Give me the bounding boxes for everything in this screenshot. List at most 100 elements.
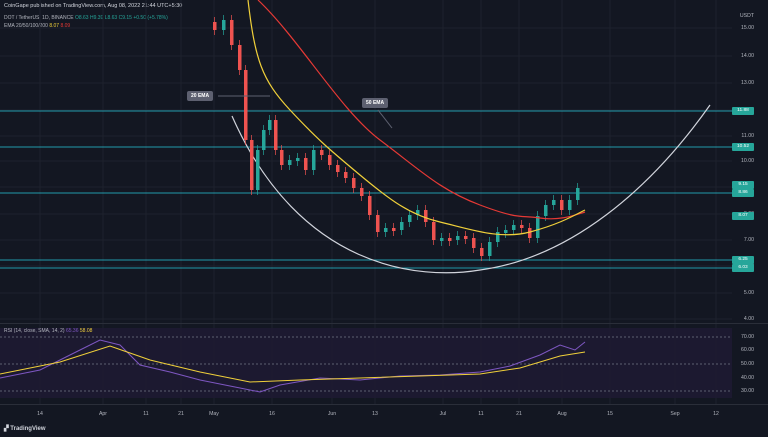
level-tag: 6.25	[732, 256, 754, 264]
time-tick: 16	[269, 411, 275, 417]
time-tick: Jul	[439, 411, 447, 417]
candle-body	[480, 248, 484, 256]
tradingview-icon: ▞	[4, 426, 9, 432]
candle-body	[304, 158, 308, 170]
level-tag: 6.03	[732, 264, 754, 272]
time-tick: Apr	[98, 411, 108, 417]
time-tick: Aug	[557, 411, 567, 417]
time-tick: Jun	[327, 411, 337, 417]
time-tick: 11	[143, 411, 149, 417]
price-tick: 10.00	[741, 158, 754, 164]
candle-body	[568, 200, 572, 210]
candle-body	[344, 172, 348, 178]
tradingview-label: TradingView	[10, 426, 46, 432]
time-tick: 14	[37, 411, 43, 417]
candle-body	[400, 222, 404, 230]
candle-body	[328, 155, 332, 165]
rsi-ma-value: 58.08	[79, 328, 93, 334]
price-tick: 5.00	[743, 290, 754, 296]
level-tag: 8.07	[732, 212, 754, 220]
candle-body	[440, 238, 444, 241]
horizontal-levels	[0, 110, 732, 269]
candle-body	[464, 236, 468, 239]
ema50-annotation[interactable]: 50 EMA	[362, 98, 389, 108]
candle-body	[376, 215, 380, 232]
candle-body	[288, 160, 292, 165]
tradingview-logo[interactable]: ▞ TradingView	[4, 425, 46, 432]
candle-body	[456, 236, 460, 240]
level-tag: 10.52	[732, 143, 754, 151]
candle-body	[448, 238, 452, 241]
rsi-tick: 50.00	[741, 361, 754, 367]
candle-body	[274, 120, 278, 150]
candle-body	[408, 215, 412, 222]
price-tick: 13.00	[741, 80, 754, 86]
time-tick: 21	[178, 411, 184, 417]
candle-body	[262, 130, 266, 150]
rsi-legend-label: RSI (14, close, SMA, 14, 2)	[4, 328, 65, 334]
candle-body	[256, 150, 260, 190]
candle-body	[368, 196, 372, 215]
ohlc-values: O8.63 H9.39 L8.63 C9.15 +0.50 (+5.78%)	[74, 15, 168, 21]
candle-body	[536, 216, 540, 238]
candle-body	[504, 230, 508, 233]
time-tick: 11	[478, 411, 484, 417]
candle-body	[268, 120, 272, 130]
ema20-line	[247, 0, 586, 236]
price-tick: 11.00	[741, 133, 754, 139]
ema50-line	[257, 0, 586, 220]
price-unit: USDT	[739, 13, 754, 19]
rsi-background	[0, 328, 732, 398]
ema-value-2: 8.09	[60, 23, 71, 29]
publish-info: CoinGape published on TradingView.com, A…	[4, 3, 183, 9]
time-tick: Sep	[670, 411, 680, 417]
level-tag: 8.86	[732, 189, 754, 197]
candle-body	[312, 150, 316, 170]
candle-body	[230, 20, 234, 45]
rsi-ma-line	[0, 345, 586, 383]
level-tag: 9.15	[732, 181, 754, 189]
time-tick: 15	[607, 411, 613, 417]
symbol-legend[interactable]: DOT / TetherUS, 1D, BINANCE O8.63 H9.39 …	[4, 15, 168, 21]
candle-body	[424, 210, 428, 222]
candle-body	[496, 232, 500, 242]
time-tick: May	[209, 411, 219, 417]
candle-body	[280, 150, 284, 165]
candle-body	[520, 225, 524, 228]
rsi-tick: 60.00	[741, 347, 754, 353]
candle-body	[392, 228, 396, 231]
price-tick: 4.00	[743, 316, 754, 322]
time-axis-divider	[0, 404, 768, 405]
rsi-tick: 30.00	[741, 388, 754, 394]
ema-legend[interactable]: EMA 20/50/100/200 8.07 8.09	[4, 23, 70, 29]
candle-body	[250, 140, 254, 190]
candle-body	[528, 228, 532, 238]
candle-body	[360, 188, 364, 196]
symbol-label: DOT / TetherUS, 1D, BINANCE	[4, 15, 74, 21]
candle-body	[238, 45, 242, 70]
candle-body	[576, 188, 580, 200]
time-tick: 21	[516, 411, 522, 417]
ema20-annotation[interactable]: 20 EMA	[187, 91, 214, 101]
candle-body	[222, 20, 226, 30]
price-tick: 7.00	[743, 237, 754, 243]
candle-body	[552, 200, 556, 205]
rsi-tick: 40.00	[741, 375, 754, 381]
rsi-line	[0, 339, 586, 393]
candle-body	[512, 225, 516, 230]
pane-divider[interactable]	[0, 323, 768, 324]
rsi-tick: 70.00	[741, 334, 754, 340]
level-tag: 11.88	[732, 107, 754, 115]
rsi-value: 65.36	[65, 328, 79, 334]
candle-body	[560, 200, 564, 210]
time-tick: 13	[372, 411, 378, 417]
candle-body	[488, 242, 492, 256]
time-tick: 12	[713, 411, 719, 417]
ema-value-1: 8.07	[49, 23, 60, 29]
rsi-legend[interactable]: RSI (14, close, SMA, 14, 2) 65.36 58.08	[4, 328, 92, 334]
ema-legend-label: EMA 20/50/100/200	[4, 23, 48, 29]
candle-body	[296, 158, 300, 161]
candle-body	[244, 70, 248, 140]
cup-curve	[231, 104, 711, 274]
